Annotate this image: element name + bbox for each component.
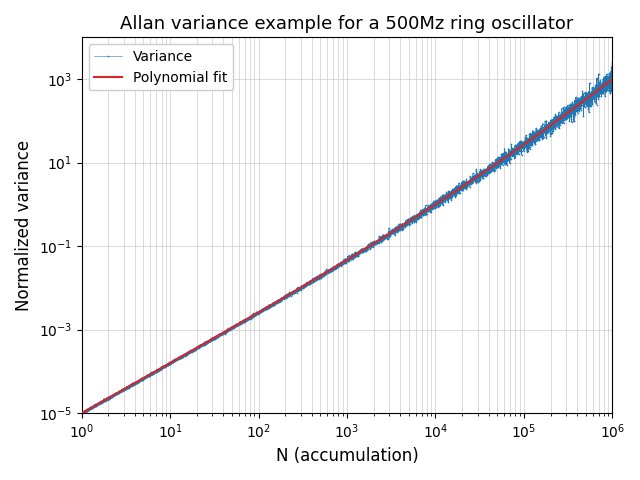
Variance	[474, 176, 481, 181]
Variance	[423, 206, 431, 212]
Variance	[514, 148, 522, 154]
Line: Polynomial fit: Polynomial fit	[82, 79, 612, 413]
Legend: Variance, Polynomial fit: Variance, Polynomial fit	[88, 44, 233, 90]
Variance	[396, 224, 404, 230]
Variance	[174, 354, 182, 360]
Variance	[281, 293, 289, 299]
Polynomial fit	[514, 146, 522, 152]
Polynomial fit	[609, 76, 616, 82]
Variance	[78, 410, 86, 416]
Y-axis label: Normalized variance: Normalized variance	[15, 140, 33, 311]
Polynomial fit	[474, 174, 481, 180]
Variance	[79, 410, 87, 416]
Polynomial fit	[396, 224, 404, 230]
Polynomial fit	[280, 294, 288, 300]
X-axis label: N (accumulation): N (accumulation)	[276, 447, 419, 465]
Polynomial fit	[78, 410, 86, 416]
Polynomial fit	[174, 356, 182, 361]
Variance	[609, 81, 616, 86]
Variance	[608, 59, 616, 65]
Line: Variance: Variance	[81, 61, 613, 414]
Title: Allan variance example for a 500Mz ring oscillator: Allan variance example for a 500Mz ring …	[120, 15, 573, 33]
Polynomial fit	[423, 207, 431, 213]
